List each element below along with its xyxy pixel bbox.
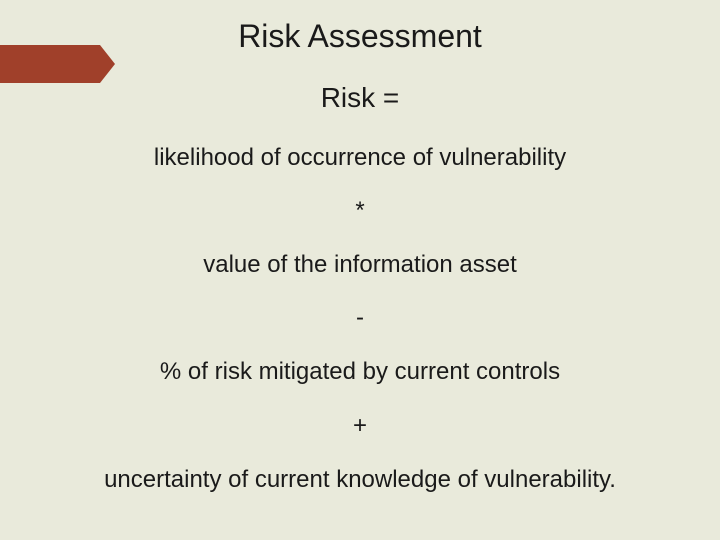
formula-line: uncertainty of current knowledge of vuln… bbox=[0, 464, 720, 495]
formula-line: % of risk mitigated by current controls bbox=[0, 356, 720, 387]
formula-line: likelihood of occurrence of vulnerabilit… bbox=[0, 142, 720, 173]
formula-heading: Risk = bbox=[0, 82, 720, 114]
formula-operator: - bbox=[0, 304, 720, 332]
formula-operator: + bbox=[0, 412, 720, 440]
slide-content: Risk = likelihood of occurrence of vulne… bbox=[0, 82, 720, 519]
formula-operator: * bbox=[0, 197, 720, 225]
slide-title: Risk Assessment bbox=[0, 18, 720, 55]
formula-line: value of the information asset bbox=[0, 249, 720, 280]
